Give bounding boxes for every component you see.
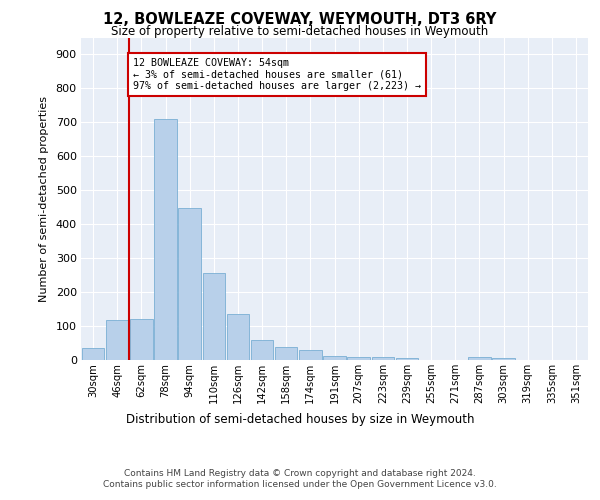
Bar: [251, 340, 273, 360]
Text: Size of property relative to semi-detached houses in Weymouth: Size of property relative to semi-detach…: [112, 25, 488, 38]
Text: Contains public sector information licensed under the Open Government Licence v3: Contains public sector information licen…: [103, 480, 497, 489]
Bar: [323, 356, 346, 360]
Bar: [154, 119, 177, 360]
Bar: [492, 358, 515, 360]
Bar: [468, 357, 491, 360]
Y-axis label: Number of semi-detached properties: Number of semi-detached properties: [39, 96, 49, 302]
Bar: [347, 358, 370, 360]
Bar: [275, 347, 298, 360]
Bar: [82, 348, 104, 360]
Bar: [203, 274, 225, 360]
Bar: [130, 320, 152, 360]
Text: Contains HM Land Registry data © Crown copyright and database right 2024.: Contains HM Land Registry data © Crown c…: [124, 469, 476, 478]
Text: 12 BOWLEAZE COVEWAY: 54sqm
← 3% of semi-detached houses are smaller (61)
97% of : 12 BOWLEAZE COVEWAY: 54sqm ← 3% of semi-…: [133, 58, 421, 91]
Bar: [299, 350, 322, 360]
Bar: [396, 358, 418, 360]
Text: Distribution of semi-detached houses by size in Weymouth: Distribution of semi-detached houses by …: [126, 412, 474, 426]
Bar: [178, 208, 201, 360]
Text: 12, BOWLEAZE COVEWAY, WEYMOUTH, DT3 6RY: 12, BOWLEAZE COVEWAY, WEYMOUTH, DT3 6RY: [103, 12, 497, 28]
Bar: [227, 314, 249, 360]
Bar: [106, 320, 128, 360]
Bar: [371, 358, 394, 360]
